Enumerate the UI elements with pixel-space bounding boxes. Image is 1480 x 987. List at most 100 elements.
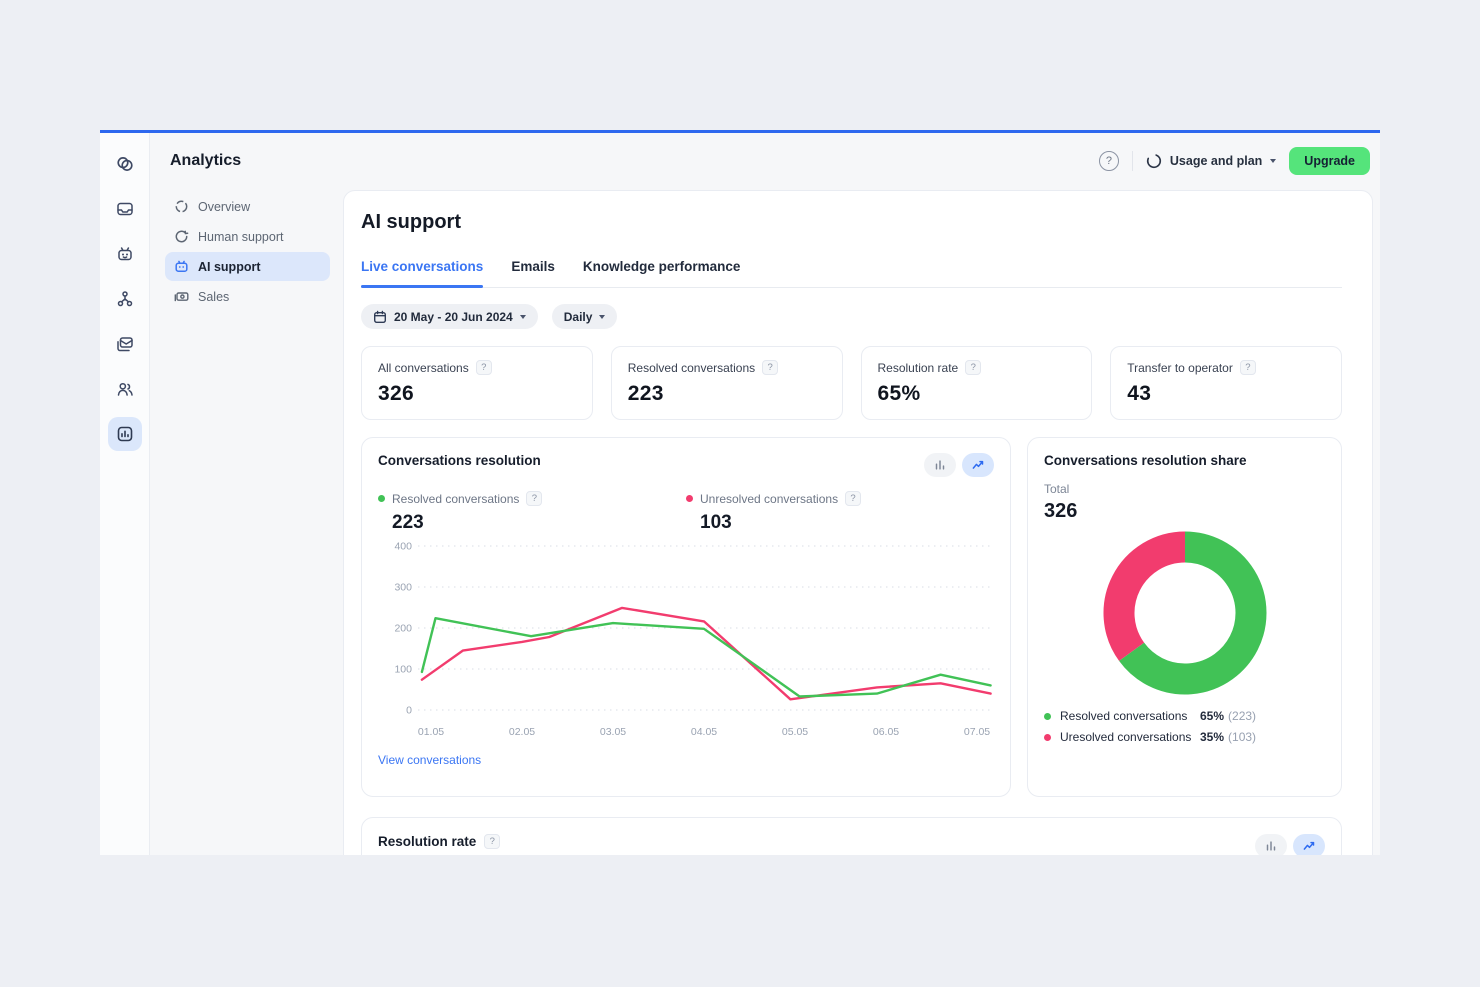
stat-card-transfer-to-operator: Transfer to operator ? 43 (1110, 346, 1342, 420)
upgrade-button[interactable]: Upgrade (1289, 146, 1370, 175)
usage-and-plan-label: Usage and plan (1169, 153, 1263, 168)
svg-text:200: 200 (394, 623, 412, 635)
topbar-controls: ? Usage and plan Upgrade (1098, 146, 1380, 175)
card-title: Conversations resolution share (1044, 453, 1247, 468)
help-badge[interactable]: ? (1239, 360, 1256, 375)
tab-live-conversations[interactable]: Live conversations (361, 259, 484, 288)
icon-rail (100, 133, 150, 855)
rail-item-logo[interactable] (100, 141, 149, 186)
help-badge[interactable]: ? (475, 360, 492, 375)
svg-text:400: 400 (394, 541, 412, 553)
stat-card-resolved-conversations: Resolved conversations ? 223 (610, 346, 843, 420)
sidebar-item-label: Sales (198, 289, 230, 304)
sidebar-item-sales[interactable]: Sales (165, 282, 330, 311)
chevron-down-icon (599, 314, 606, 319)
overview-icon (175, 200, 188, 213)
sidebar-item-ai-support[interactable]: AI support (165, 252, 330, 281)
tab-knowledge-performance[interactable]: Knowledge performance (582, 259, 741, 274)
line-legend: Resolved conversations ? 223 Unre (378, 491, 994, 534)
human-support-icon (175, 230, 189, 243)
ai-support-card: AI support Live conversations Emails Kno… (343, 190, 1373, 855)
chatbot-icon (117, 246, 132, 260)
help-badge[interactable]: ? (762, 360, 779, 375)
sidebar-item-overview[interactable]: Overview (165, 192, 330, 221)
legend-value: 223 (392, 512, 424, 533)
sidebar-item-label: AI support (198, 259, 261, 274)
body-row: Overview Human support (150, 188, 1380, 855)
help-badge[interactable]: ? (526, 491, 543, 506)
rail-item-email-campaigns[interactable] (100, 321, 149, 366)
sales-icon (174, 292, 189, 302)
svg-text:05.05: 05.05 (782, 726, 808, 738)
legend-label: Resolved conversations (392, 491, 520, 506)
stat-card-resolution-rate: Resolution rate ? 65% (860, 346, 1093, 420)
sidebar-item-human-support[interactable]: Human support (165, 222, 330, 251)
svg-text:0: 0 (406, 705, 412, 717)
contacts-icon (117, 382, 133, 396)
sidebar-item-label: Overview (198, 199, 251, 214)
bar-chart-toggle[interactable] (924, 453, 956, 477)
card-head: Conversations resolution (378, 453, 994, 477)
date-range-picker[interactable]: 20 May - 20 Jun 2024 (361, 304, 538, 329)
filters-row: 20 May - 20 Jun 2024 Daily (361, 304, 1342, 329)
svg-text:01.05: 01.05 (418, 726, 444, 738)
help-badge[interactable]: ? (965, 360, 982, 375)
tab-emails[interactable]: Emails (511, 259, 555, 274)
resolution-share-donut-chart (1103, 531, 1266, 695)
sidebar-item-label: Human support (198, 229, 284, 244)
unresolved-dot (1044, 733, 1051, 741)
view-conversations-link[interactable]: View conversations (378, 753, 482, 767)
donut-legend-resolved: Resolved conversations 65% (223) (1044, 709, 1325, 723)
conversations-resolution-line-chart: 0 100 200 300 400 01.05 02.05 03.05 04.05 05.05 06… (394, 541, 992, 738)
res-title-row: Resolution rate ? (378, 834, 501, 849)
stat-card-all-conversations: All conversations ? 326 (361, 346, 593, 420)
ai-bot-icon (175, 260, 188, 273)
line-chart-toggle[interactable] (962, 453, 994, 477)
unresolved-dot (686, 495, 693, 502)
help-icon[interactable]: ? (1098, 150, 1119, 171)
bar-chart-toggle[interactable] (1255, 834, 1287, 855)
charts-row: Conversations resolution (361, 437, 1342, 797)
rail-item-inbox[interactable] (100, 186, 149, 231)
total-label: Total (1044, 482, 1070, 496)
calendar-icon (374, 310, 387, 323)
date-range-label: 20 May - 20 Jun 2024 (394, 309, 513, 324)
granularity-picker[interactable]: Daily (551, 304, 618, 329)
inbox-icon (116, 202, 133, 215)
stat-label: Transfer to operator ? (1127, 360, 1325, 375)
tabs: Live conversations Emails Knowledge perf… (361, 259, 1342, 288)
chevron-down-icon (519, 314, 526, 319)
rail-item-chatbot[interactable] (100, 231, 149, 276)
stat-value: 65% (877, 382, 921, 405)
analytics-sidebar: Overview Human support (150, 188, 343, 855)
flows-icon (117, 290, 132, 306)
bar-chart-icon (1266, 841, 1276, 851)
email-campaigns-icon (116, 336, 133, 351)
conversations-resolution-card: Conversations resolution (361, 437, 1011, 797)
legend-resolved: Resolved conversations ? 223 (378, 491, 686, 534)
topbar-divider (1131, 150, 1133, 171)
usage-and-plan-button[interactable]: Usage and plan (1146, 153, 1277, 169)
chart-type-toggles (924, 453, 994, 477)
line-chart-toggle[interactable] (1293, 834, 1325, 855)
resolution-share-card: Conversations resolution share Total 326 (1027, 437, 1342, 797)
rail-item-analytics[interactable] (100, 411, 149, 456)
svg-text:02.05: 02.05 (509, 726, 535, 738)
donut-legend: Resolved conversations 65% (223) Uresolv… (1044, 709, 1325, 744)
rail-item-flows[interactable] (100, 276, 149, 321)
analytics-icon (117, 426, 132, 441)
chart-type-toggles (1255, 834, 1325, 855)
donut-wrap (1044, 525, 1325, 701)
total-value: 326 (1044, 500, 1078, 522)
stat-value: 43 (1127, 382, 1152, 405)
help-badge[interactable]: ? (845, 491, 862, 506)
rail-item-contacts[interactable] (100, 366, 149, 411)
help-badge[interactable]: ? (484, 834, 501, 849)
resolution-rate-card: Resolution rate ? (361, 817, 1342, 855)
stat-label: All conversations ? (378, 360, 576, 375)
stat-value: 223 (627, 382, 664, 405)
main-area: AI support Live conversations Emails Kno… (343, 188, 1380, 855)
svg-text:07.05: 07.05 (964, 726, 990, 738)
svg-text:300: 300 (394, 582, 412, 594)
